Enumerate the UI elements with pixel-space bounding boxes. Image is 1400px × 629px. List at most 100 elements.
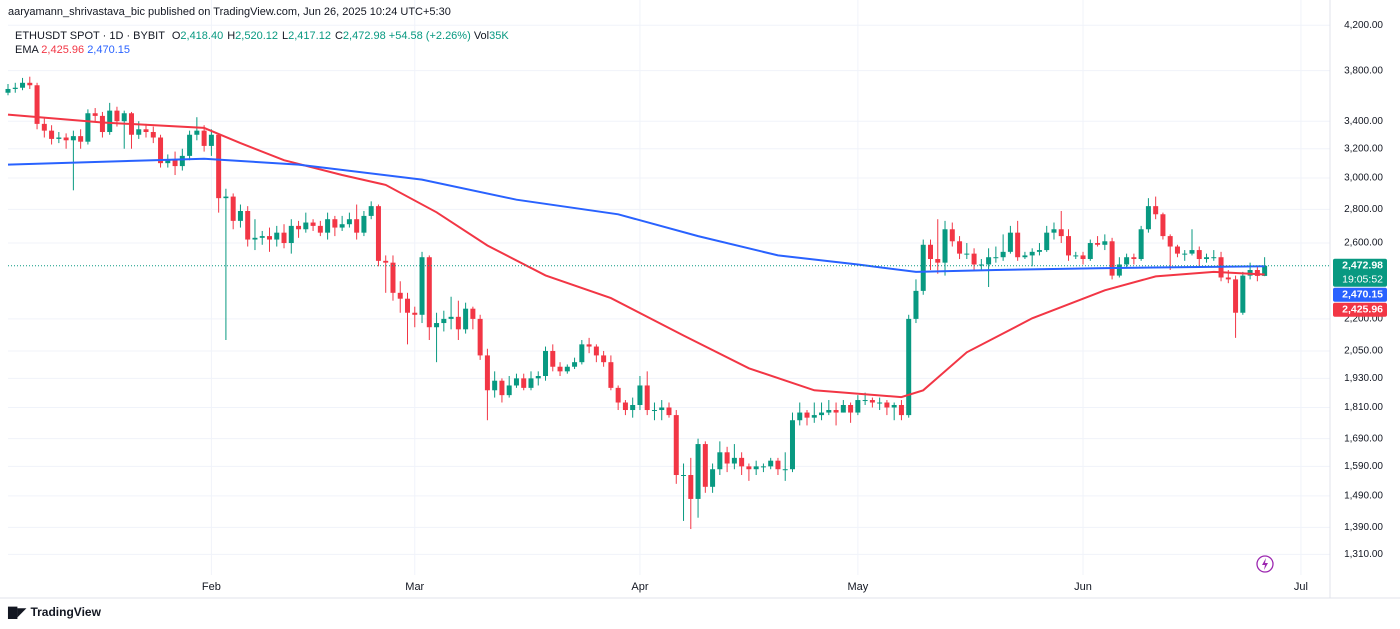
candle-body — [746, 466, 752, 470]
candle-body — [782, 469, 788, 471]
candle-body — [637, 385, 643, 406]
candle-body — [49, 130, 55, 139]
candle-body — [920, 244, 926, 291]
candle-body — [1058, 229, 1064, 237]
candle-body — [1262, 265, 1268, 276]
ema-line — [7, 157, 1265, 273]
x-tick-label: Feb — [202, 581, 221, 593]
candle-body — [659, 407, 665, 411]
candle-body — [673, 415, 679, 476]
candle-body — [390, 262, 396, 293]
candle-body — [833, 410, 839, 413]
candle-body — [492, 380, 498, 391]
candle-body — [535, 376, 541, 379]
candle-body — [455, 316, 461, 330]
candle-body — [615, 387, 621, 403]
y-tick-label: 2,600.00 — [1344, 238, 1383, 249]
candle-body — [5, 88, 11, 93]
countdown: 19:05:52 — [1342, 274, 1383, 286]
candle-body — [1073, 255, 1079, 257]
candle-body — [92, 113, 98, 116]
candle-body — [165, 160, 171, 164]
candle-body — [506, 385, 512, 396]
x-tick-label: Jul — [1294, 581, 1308, 593]
candle-body — [804, 412, 810, 418]
candle-body — [695, 444, 701, 499]
candle-body — [891, 405, 897, 408]
publisher-line: aaryamann_shrivastava_bic published on T… — [8, 6, 451, 18]
candle-body — [245, 210, 251, 240]
candle-body — [1087, 243, 1093, 260]
candle-body — [1182, 253, 1188, 255]
candle-body — [884, 402, 890, 408]
field-value: 2,520.12 — [235, 30, 278, 42]
candle-body — [201, 130, 207, 146]
candle-body — [150, 132, 156, 138]
y-tick-label: 2,050.00 — [1344, 346, 1383, 357]
candle-body — [383, 260, 389, 263]
ohlc-legend: ETHUSDT SPOT · 1D · BYBIT O2,418.40 H2,52… — [15, 30, 509, 42]
candle-body — [85, 113, 91, 142]
candle-body — [470, 308, 476, 319]
candle-body — [1066, 236, 1072, 256]
candle-body — [107, 110, 113, 133]
candle-body — [1204, 257, 1210, 260]
alert-icon[interactable] — [1256, 555, 1274, 573]
candle-body — [397, 292, 403, 299]
candle-body — [332, 219, 338, 228]
symbol[interactable]: ETHUSDT SPOT · 1D · BYBIT — [15, 30, 165, 42]
candle-body — [463, 308, 469, 330]
price-tag — [1333, 287, 1387, 302]
candle-body — [964, 253, 970, 255]
brand[interactable]: ▇◤ TradingView — [8, 605, 101, 619]
candle-body — [978, 264, 984, 266]
candle-body — [521, 378, 527, 388]
candle-body — [906, 318, 912, 416]
y-tick-label: 3,400.00 — [1344, 116, 1383, 127]
y-tick-label: 3,800.00 — [1344, 65, 1383, 76]
candle-body — [986, 257, 992, 265]
y-tick-label: 3,000.00 — [1344, 173, 1383, 184]
candle-body — [702, 444, 708, 487]
candle-body — [564, 366, 570, 372]
y-tick-label: 1,930.00 — [1344, 373, 1383, 384]
candle-body — [136, 129, 142, 135]
candle-body — [78, 136, 84, 142]
candle-body — [579, 344, 585, 363]
price-tag — [1333, 302, 1387, 317]
candle-body — [644, 385, 650, 411]
candle-body — [775, 460, 781, 470]
candle-body — [935, 259, 941, 263]
field-key: C — [334, 30, 343, 42]
candle-body — [266, 236, 272, 240]
candle-body — [1007, 232, 1013, 252]
ema-name[interactable]: EMA — [15, 44, 39, 56]
candle-body — [237, 210, 243, 221]
candle-body — [688, 475, 694, 499]
y-tick-label: 2,200.00 — [1344, 314, 1383, 325]
candle-body — [1160, 214, 1166, 237]
vol: 35K — [489, 30, 509, 42]
candle-body — [317, 225, 323, 233]
candle-body — [957, 241, 963, 254]
x-tick-label: Apr — [631, 581, 648, 593]
candle-body — [499, 380, 505, 396]
candle-body — [971, 253, 977, 265]
field-key: O — [171, 30, 181, 42]
candle-body — [593, 346, 599, 356]
candle-body — [368, 206, 374, 216]
y-tick-label: 4,200.00 — [1344, 20, 1383, 31]
candle-body — [717, 452, 723, 470]
field-value: 2,417.12 — [288, 30, 331, 42]
candle-body — [296, 225, 302, 230]
candle-body — [281, 232, 287, 244]
candle-body — [760, 466, 766, 468]
candle-body — [869, 400, 875, 403]
ema-value: 2,425.96 — [41, 44, 85, 56]
candle-body — [187, 134, 193, 156]
candle-body — [179, 155, 185, 167]
candle-body — [56, 137, 62, 139]
candle-body — [826, 410, 832, 413]
y-tick-label: 1,810.00 — [1344, 402, 1383, 413]
